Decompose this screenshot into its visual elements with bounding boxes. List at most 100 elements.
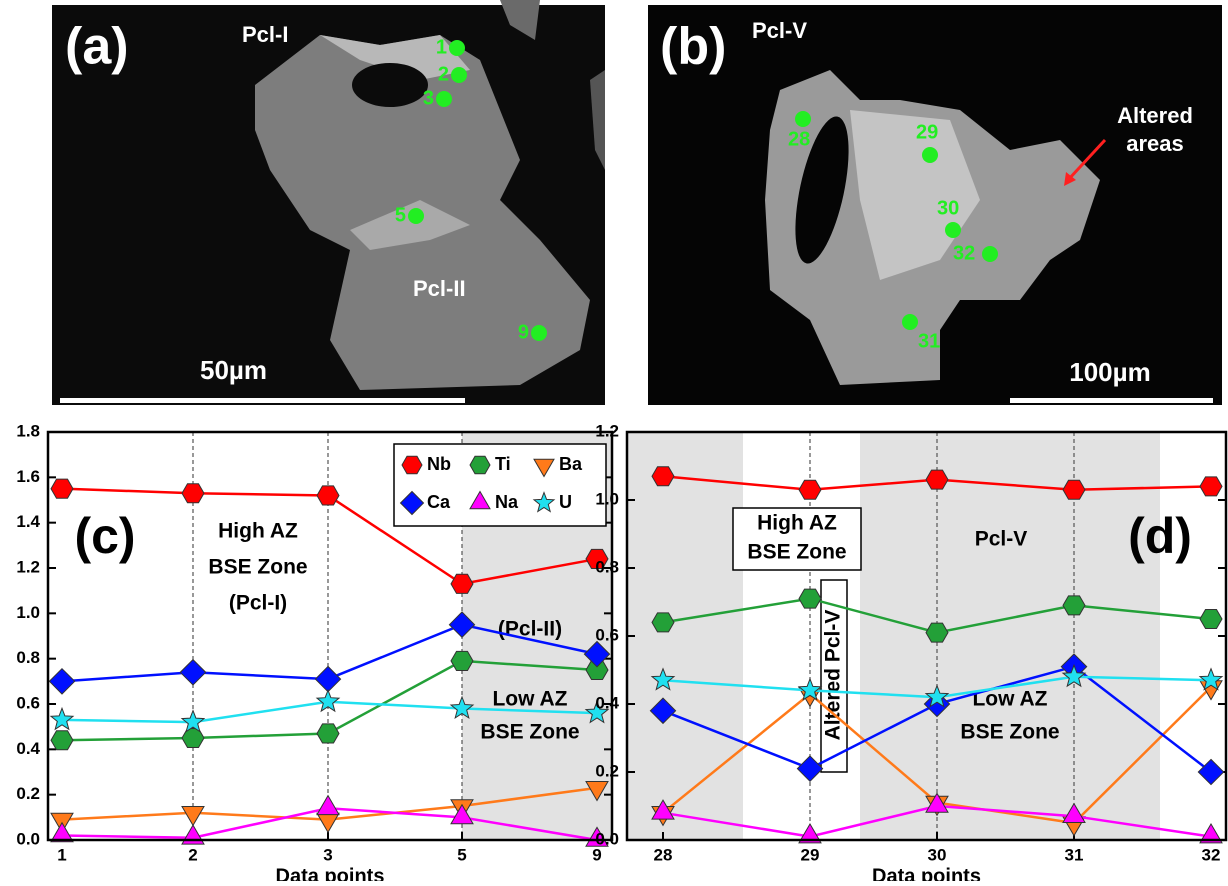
y-tick-label: 0.8	[16, 648, 40, 667]
image-label: Pcl-II	[413, 276, 466, 301]
y-tick-label: 0.2	[16, 784, 40, 803]
annotation: (Pcl-I)	[229, 592, 287, 615]
y-tick-label: 1.8	[16, 421, 40, 440]
panel-label: (a)	[65, 18, 129, 76]
data-marker	[315, 666, 340, 691]
point-label: 29	[916, 121, 938, 143]
y-tick-label: 1.6	[16, 467, 40, 486]
annotation: High AZ	[218, 520, 298, 543]
data-marker	[1063, 480, 1085, 499]
x-axis-label: Data points	[276, 865, 385, 881]
image-label: Pcl-V	[752, 18, 807, 43]
image-label: Altered	[1117, 103, 1193, 128]
x-tick-label: 31	[1065, 845, 1084, 864]
point-label: 9	[518, 321, 529, 343]
data-marker	[49, 669, 74, 694]
data-marker	[317, 486, 339, 505]
data-marker	[652, 467, 674, 486]
data-marker	[797, 756, 822, 781]
annotation: BSE Zone	[960, 721, 1059, 744]
data-marker	[652, 613, 674, 632]
annotation: BSE Zone	[480, 721, 579, 744]
annotation: (d)	[1128, 508, 1192, 564]
legend-label: Ba	[559, 454, 583, 474]
point-label: 3	[423, 87, 434, 109]
y-tick-label: 0.4	[595, 693, 619, 712]
data-marker	[1063, 596, 1085, 615]
annotation: (Pcl-II)	[498, 618, 562, 641]
point-label: 32	[953, 242, 975, 264]
y-tick-label: 1.0	[595, 489, 619, 508]
data-marker	[51, 479, 73, 498]
y-tick-label: 0.0	[595, 829, 619, 848]
y-tick-label: 0.2	[595, 761, 619, 780]
data-marker	[182, 807, 204, 826]
data-marker	[51, 708, 73, 729]
data-marker	[180, 660, 205, 685]
legend-label: Na	[495, 492, 519, 512]
legend-marker	[402, 456, 422, 473]
y-tick-label: 0.8	[595, 557, 619, 576]
y-tick-label: 1.0	[16, 603, 40, 622]
x-tick-label: 2	[188, 845, 197, 864]
data-marker	[1200, 477, 1222, 496]
legend-marker	[470, 456, 490, 473]
legend-label: Ti	[495, 454, 511, 474]
data-marker	[451, 574, 473, 593]
annotation: BSE Zone	[747, 541, 846, 564]
y-tick-label: 0.0	[16, 829, 40, 848]
data-marker	[926, 470, 948, 489]
figure: (a) Pcl-I Pcl-II 50µm 1 2 3 5 9 (b) Pcl-…	[0, 0, 1228, 881]
x-tick-label: 32	[1202, 845, 1221, 864]
y-tick-label: 0.4	[16, 739, 40, 758]
legend-label: Ca	[427, 492, 451, 512]
annotation: (c)	[74, 508, 135, 564]
image-label: Pcl-I	[242, 22, 288, 47]
scale-label: 100µm	[1069, 357, 1150, 387]
legend-label: U	[559, 492, 572, 512]
y-tick-label: 1.2	[16, 557, 40, 576]
y-tick-label: 1.4	[16, 512, 40, 531]
x-tick-label: 3	[323, 845, 332, 864]
scale-label: 50µm	[200, 355, 267, 385]
data-marker	[799, 589, 821, 608]
data-marker	[51, 731, 73, 750]
data-marker	[317, 724, 339, 743]
y-tick-label: 0.6	[595, 625, 619, 644]
data-marker	[799, 480, 821, 499]
point-label: 5	[395, 204, 406, 226]
x-tick-label: 29	[801, 845, 820, 864]
annotation: High AZ	[757, 512, 837, 535]
data-marker	[926, 623, 948, 642]
image-label: areas	[1126, 131, 1184, 156]
data-marker	[317, 796, 339, 815]
data-marker	[451, 651, 473, 670]
x-tick-label: 28	[654, 845, 673, 864]
y-tick-label: 0.6	[16, 693, 40, 712]
annotation: BSE Zone	[208, 556, 307, 579]
shaded-region	[860, 432, 1160, 840]
annotation: Low AZ	[492, 688, 567, 711]
point-label: 31	[918, 330, 940, 352]
point-label: 1	[436, 36, 447, 58]
shaded-region	[627, 432, 743, 840]
legend-label: Nb	[427, 454, 451, 474]
bse-image-a: (a) Pcl-I Pcl-II 50µm 1 2 3 5 9	[52, 0, 605, 405]
y-tick-label: 1.2	[595, 421, 619, 440]
data-marker	[317, 813, 339, 832]
x-tick-label: 5	[457, 845, 466, 864]
data-marker	[182, 729, 204, 748]
data-marker	[182, 484, 204, 503]
point-label: 28	[788, 128, 810, 150]
point-label: 30	[937, 197, 959, 219]
x-axis-label: Data points	[872, 865, 981, 881]
panel-label: (b)	[660, 18, 726, 76]
x-tick-label: 30	[928, 845, 947, 864]
point-label: 2	[438, 63, 449, 85]
annotation: Pcl-V	[975, 528, 1028, 551]
data-marker	[1198, 759, 1223, 784]
bse-image-b: (b) Pcl-V Altered areas 100µm 28 29 30 3…	[648, 5, 1222, 405]
chart: 0.0 0.2 0.4 0.6 0.8 1.0 1.2 28 29 30 31 32 Data poin…	[595, 421, 1226, 881]
x-tick-label: 1	[57, 845, 66, 864]
